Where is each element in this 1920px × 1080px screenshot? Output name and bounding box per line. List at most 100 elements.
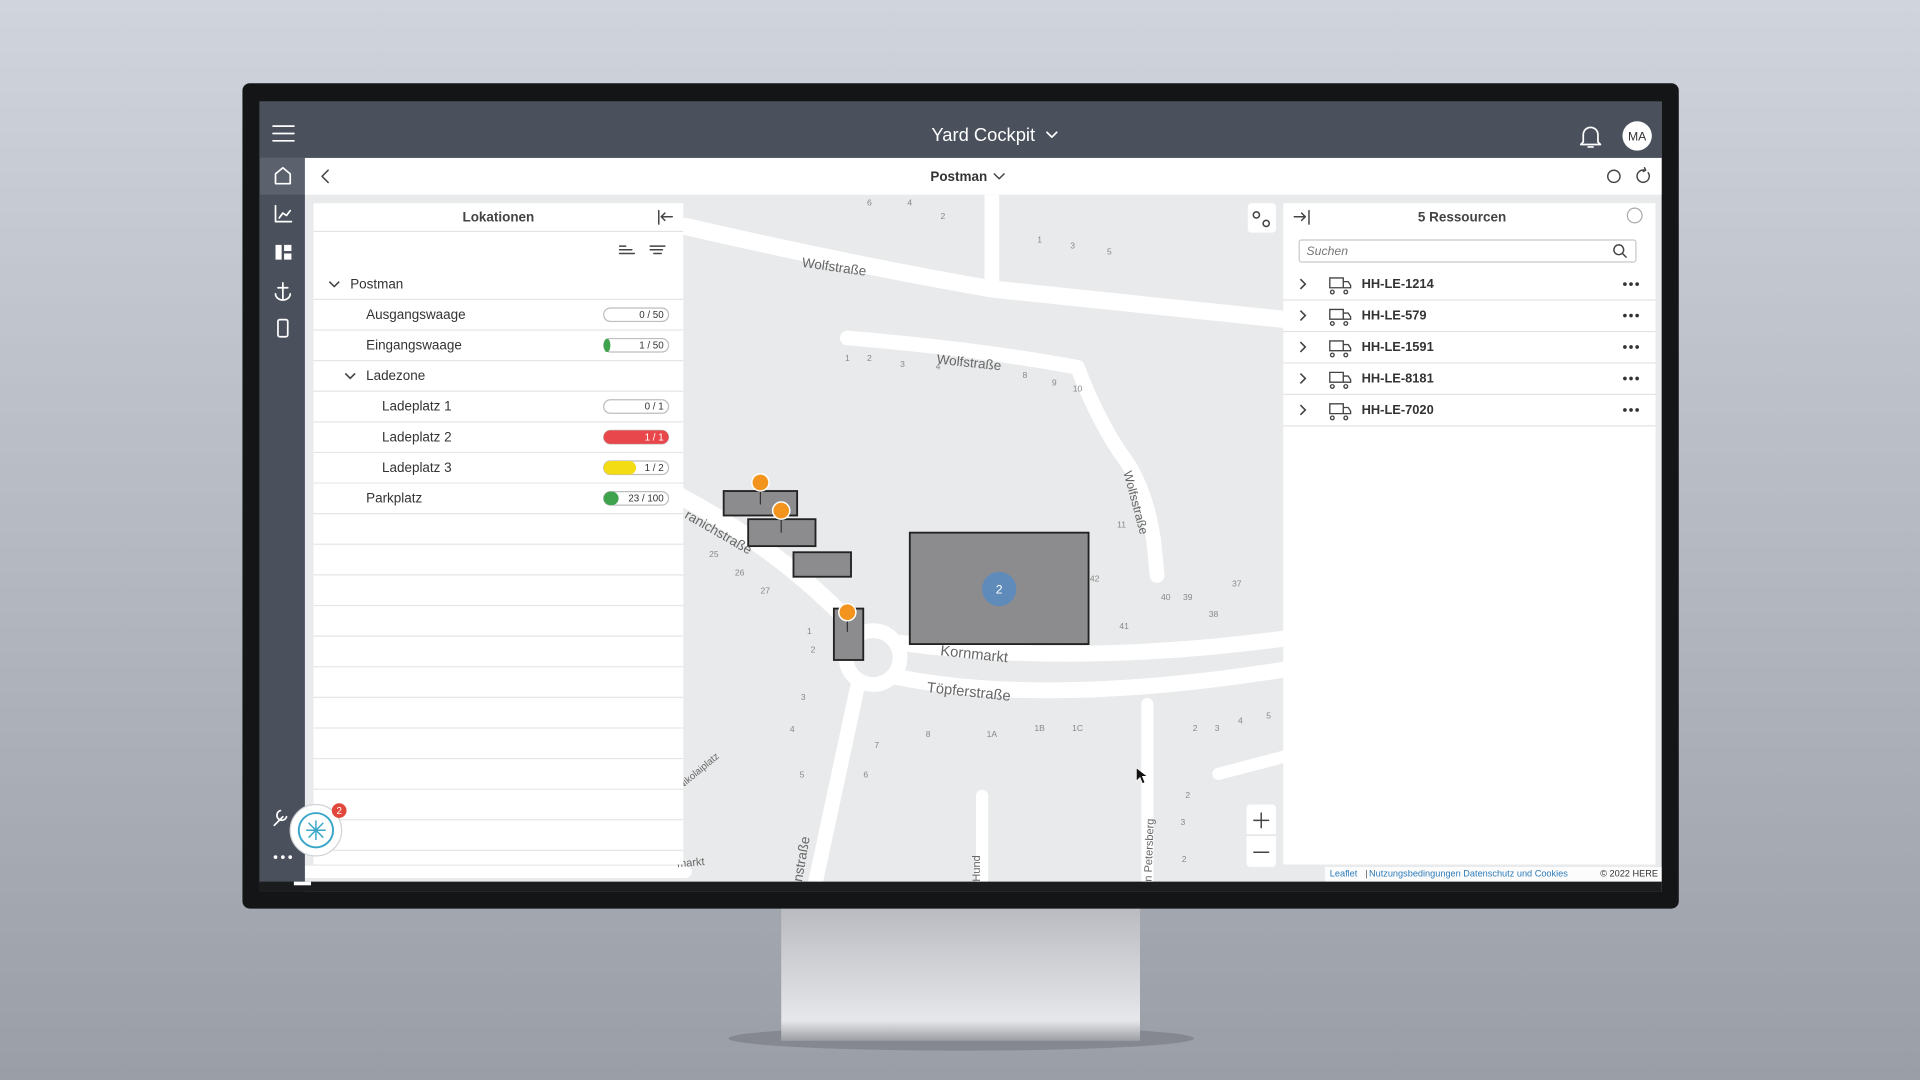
location-name[interactable]: Ladeplatz 1	[382, 399, 452, 414]
refresh-button[interactable]	[1636, 167, 1651, 184]
pin[interactable]	[751, 473, 770, 492]
capacity-label: 1 / 1	[645, 432, 664, 443]
yard-area[interactable]	[792, 551, 852, 578]
avatar-initials: MA	[1628, 129, 1647, 143]
house-number: 4	[907, 198, 912, 208]
nav-settings[interactable]	[273, 809, 288, 827]
expand-chevron[interactable]	[1299, 373, 1307, 384]
expand-chevron[interactable]	[328, 281, 340, 288]
location-name[interactable]: Eingangswaage	[366, 337, 462, 352]
sort-button[interactable]	[618, 245, 636, 255]
house-number: 3	[801, 692, 806, 702]
road	[808, 680, 865, 882]
house-number: 2	[1193, 723, 1198, 733]
house-number: 2	[867, 353, 872, 363]
resource-id[interactable]: HH-LE-8181	[1362, 370, 1434, 385]
street-name: n Petersberg	[1142, 818, 1156, 881]
roads	[304, 194, 1307, 882]
nav-dashboard[interactable]	[275, 244, 292, 260]
panel-title: 5 Ressourcen	[1418, 210, 1506, 225]
app-title[interactable]: Yard Cockpit	[931, 124, 1035, 145]
cursor	[1135, 767, 1149, 785]
truck-icon	[1329, 277, 1352, 295]
house-number: 4	[936, 362, 941, 372]
title-chevron[interactable]	[1046, 131, 1058, 138]
location-name[interactable]: Ausgangswaage	[366, 307, 465, 322]
avatar[interactable]	[1622, 121, 1652, 151]
house-number: 39	[1183, 592, 1193, 602]
more-dot[interactable]	[1635, 345, 1639, 349]
nav-more[interactable]	[273, 855, 293, 859]
house-number: 8	[1023, 370, 1028, 380]
context-chevron[interactable]	[993, 173, 1005, 180]
more-dot[interactable]	[1629, 408, 1633, 412]
context-selector[interactable]: Postman	[930, 169, 987, 184]
expand-chevron[interactable]	[1299, 310, 1307, 322]
nav-mobile[interactable]	[277, 318, 289, 338]
notifications[interactable]	[1579, 126, 1602, 148]
cluster[interactable]	[982, 571, 1017, 607]
search-icon[interactable]	[1613, 244, 1627, 258]
more-dot[interactable]	[1623, 282, 1627, 286]
location-name[interactable]: Postman	[350, 276, 403, 291]
collapse-panel[interactable]	[1293, 209, 1310, 225]
expand-chevron[interactable]	[1299, 278, 1307, 290]
attribution-leaflet[interactable]: Leaflet	[1330, 869, 1358, 879]
capacity-bar-fill	[603, 338, 611, 353]
location-name[interactable]: Parkplatz	[366, 491, 422, 506]
street-name: Kornmarkt	[940, 643, 1009, 666]
house-number: 1	[1037, 234, 1042, 244]
search-input[interactable]	[1298, 239, 1637, 263]
zoom-in[interactable]	[1253, 812, 1270, 829]
more-dot[interactable]	[1635, 408, 1639, 412]
pin[interactable]	[771, 501, 791, 520]
more-dot[interactable]	[1623, 313, 1627, 318]
expand-chevron[interactable]	[1299, 341, 1307, 353]
attribution-copyright: © 2022 HERE	[1600, 869, 1658, 879]
capacity-label: 1 / 2	[645, 463, 664, 474]
options-button[interactable]	[1626, 207, 1643, 224]
location-name[interactable]: Ladeplatz 2	[382, 429, 452, 444]
pin[interactable]	[838, 602, 857, 622]
layer-settings[interactable]	[1247, 203, 1276, 233]
more-dot[interactable]	[1629, 345, 1633, 349]
more-dot[interactable]	[1623, 345, 1627, 349]
house-number: 1	[807, 626, 812, 636]
truck-icon	[1329, 371, 1352, 389]
history-button[interactable]	[1607, 169, 1621, 184]
panel-title: Lokationen	[462, 210, 534, 225]
resource-id[interactable]: HH-LE-1214	[1362, 276, 1435, 291]
more-dot[interactable]	[1635, 376, 1639, 381]
expand-chevron[interactable]	[1299, 404, 1307, 416]
resource-id[interactable]: HH-LE-1591	[1362, 339, 1434, 354]
back-button[interactable]	[321, 169, 329, 184]
location-name[interactable]: Ladeplatz 3	[382, 460, 452, 475]
house-number: 41	[1119, 621, 1129, 631]
more-dot[interactable]	[1623, 408, 1627, 412]
collapse-panel[interactable]	[658, 209, 673, 225]
more-dot[interactable]	[1629, 313, 1633, 318]
nav-analytics[interactable]	[274, 204, 293, 223]
resource-id[interactable]: HH-LE-7020	[1362, 402, 1434, 417]
more-dot[interactable]	[1635, 313, 1639, 318]
more-dot[interactable]	[1623, 376, 1627, 381]
app-header	[259, 101, 1662, 158]
more-dot[interactable]	[1629, 376, 1633, 381]
menu-button[interactable]	[272, 125, 295, 142]
house-number: 3	[1070, 240, 1075, 250]
more-dot[interactable]	[1635, 282, 1639, 286]
house-number: 9	[1052, 378, 1057, 388]
expand-chevron[interactable]	[344, 372, 356, 380]
nav-anchor[interactable]	[274, 282, 292, 301]
capacity-label: 23 / 100	[628, 494, 664, 505]
layer-settings-icon	[1252, 211, 1270, 228]
filter-button[interactable]	[649, 245, 666, 255]
house-number: 5	[1266, 711, 1271, 721]
nav-home[interactable]	[274, 166, 292, 185]
house-number: 1B	[1034, 723, 1045, 733]
more-dot[interactable]	[1629, 282, 1633, 286]
location-name[interactable]: Ladezone	[366, 368, 425, 383]
attribution-terms[interactable]: Nutzungsbedingungen Datenschutz und Cook…	[1369, 869, 1568, 879]
resource-id[interactable]: HH-LE-579	[1362, 308, 1427, 323]
